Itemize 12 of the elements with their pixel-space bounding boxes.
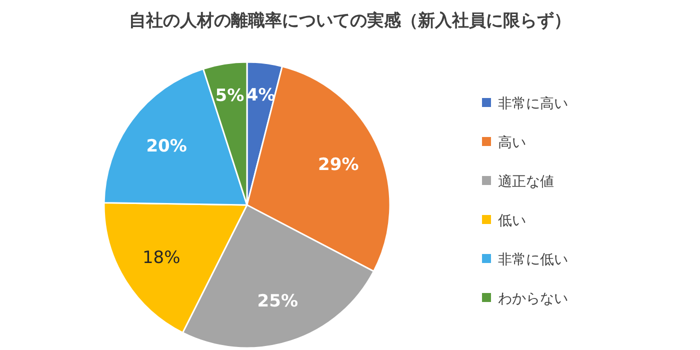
chart-title: 自社の人材の離職率についての実感（新入社員に限らず） — [129, 11, 571, 31]
legend-label: 非常に低い — [498, 252, 568, 268]
legend-label: 高い — [498, 135, 526, 151]
data-label: 29% — [318, 155, 359, 176]
data-label: 25% — [257, 291, 298, 312]
data-label: 18% — [142, 248, 180, 268]
legend-label: わからない — [498, 291, 568, 307]
data-label: 5% — [215, 86, 244, 106]
legend-label: 非常に高い — [498, 96, 568, 112]
legend-label: 適正な値 — [498, 174, 554, 190]
legend-label: 低い — [498, 213, 526, 229]
data-label: 20% — [146, 136, 187, 156]
